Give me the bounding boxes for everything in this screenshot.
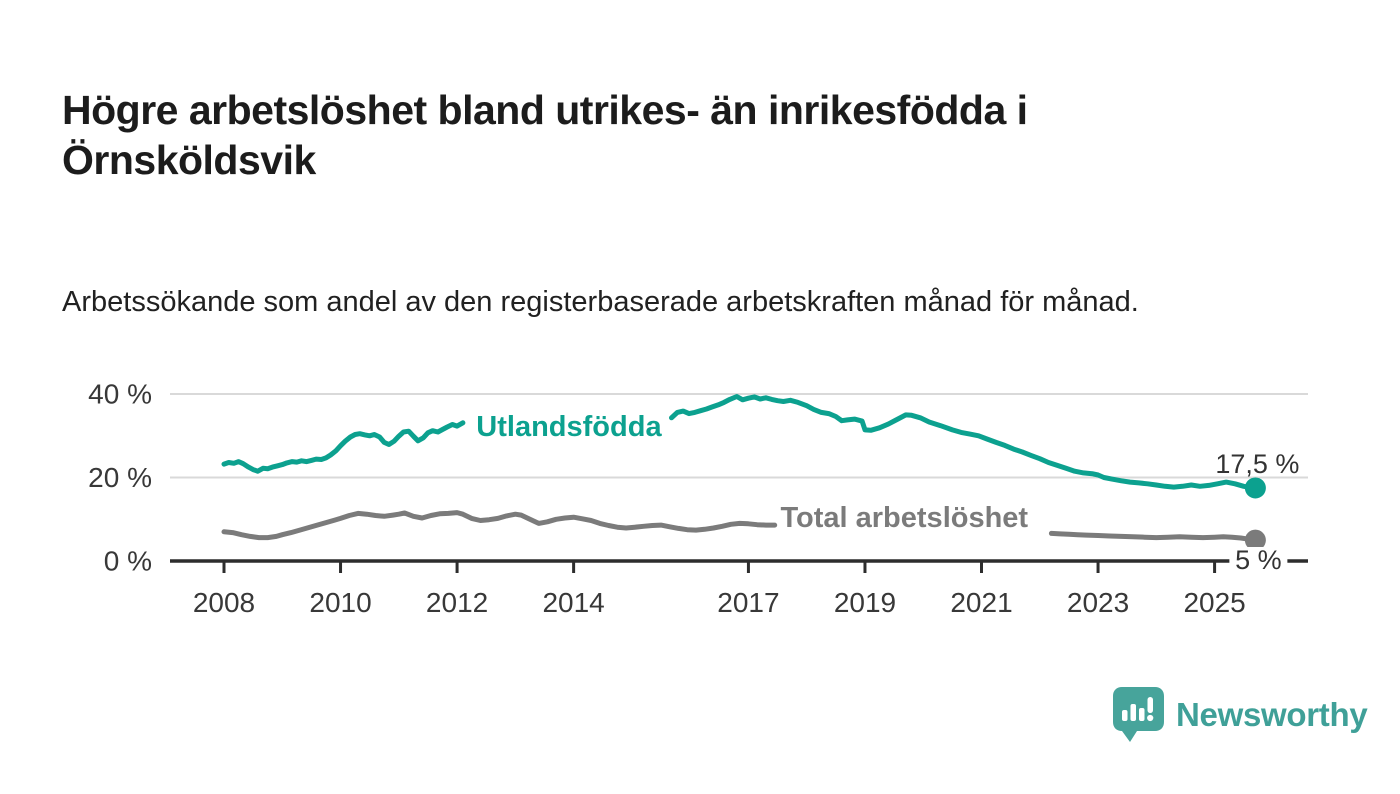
x-tick-label-2019: 2019 — [834, 587, 896, 618]
x-tick-label-2014: 2014 — [542, 587, 604, 618]
bar-1 — [1122, 710, 1128, 721]
logo-wordmark: Newsworthy — [1176, 696, 1368, 733]
bar-2 — [1130, 704, 1136, 721]
x-tick-label-2023: 2023 — [1067, 587, 1129, 618]
line-label-total-arbetsl-shet: Total arbetslöshet — [780, 502, 1028, 534]
x-tick-label-2008: 2008 — [193, 587, 255, 618]
annotation-utlandsfodda-value: 17,5 % — [1215, 449, 1299, 479]
end-dot-total-arbetsl-shet — [1244, 529, 1266, 551]
series-line-utlandsf-dda-seg0 — [221, 420, 466, 474]
end-dot-utlandsf-dda — [1244, 477, 1266, 499]
newsworthy-logo: Newsworthy — [1110, 684, 1368, 746]
y-tick-label-0: 0 % — [104, 546, 152, 577]
exclamation-dot — [1147, 714, 1154, 722]
exclamation-stroke — [1147, 697, 1153, 713]
x-tick-label-2010: 2010 — [309, 587, 371, 618]
line-label-utlandsf-dda: Utlandsfödda — [476, 411, 662, 443]
annotation-total-bg — [1229, 547, 1288, 575]
speech-bubble-shape — [1113, 687, 1164, 742]
y-tick-label-40: 40 % — [88, 379, 152, 410]
x-tick-label-2021: 2021 — [950, 587, 1012, 618]
chart-subtitle: Arbetssökande som andel av den registerb… — [62, 286, 1139, 318]
annotation-total-value: 5 % — [1235, 545, 1282, 575]
speech-bubble-bar-chart-icon — [1113, 687, 1164, 742]
page-title: Högre arbetslöshet bland utrikes- än inr… — [62, 87, 1028, 184]
y-tick-label-20: 20 % — [88, 462, 152, 493]
bar-3 — [1139, 708, 1145, 721]
x-tick-label-2012: 2012 — [426, 587, 488, 618]
series-line-utlandsf-dda-seg1 — [669, 394, 1258, 491]
x-tick-label-2017: 2017 — [717, 587, 779, 618]
series-line-total-arbetsl-shet-seg0 — [221, 510, 778, 541]
series-line-total-arbetsl-shet-seg1 — [1048, 530, 1258, 543]
x-tick-label-2025: 2025 — [1183, 587, 1245, 618]
